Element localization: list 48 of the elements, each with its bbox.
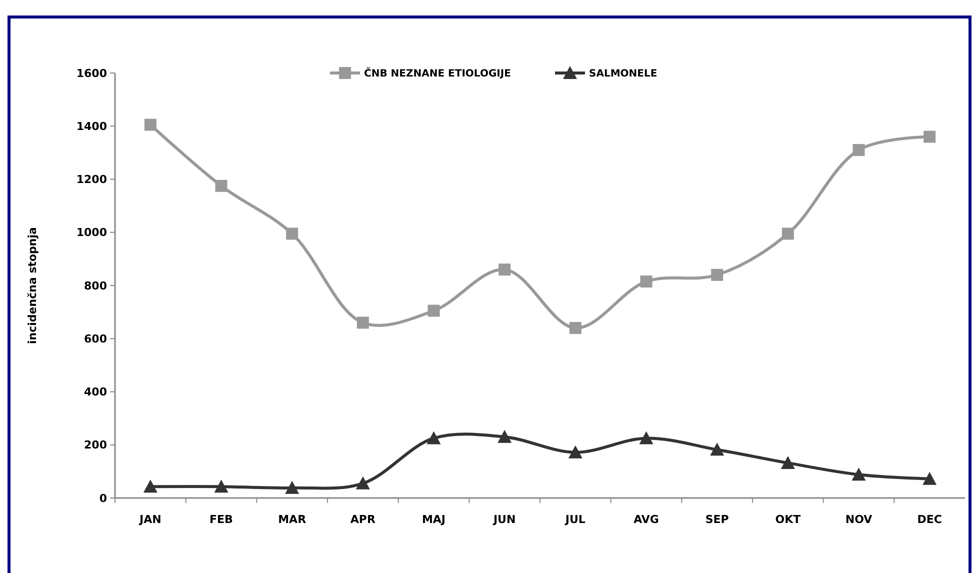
point (356, 316, 369, 329)
point (285, 480, 300, 494)
y-tick-label: 0 (99, 492, 108, 505)
point (640, 276, 652, 288)
x-tick-label: OKT (775, 513, 802, 526)
point (286, 228, 298, 240)
x-tick-label: NOV (845, 513, 873, 526)
point (356, 476, 370, 490)
x-tick-label: JUL (564, 513, 586, 526)
x-tick-label: SEP (705, 513, 729, 526)
point (498, 430, 512, 443)
point (852, 144, 865, 156)
x-tick-label: FEB (210, 513, 233, 526)
y-tick-label: 600 (84, 332, 108, 346)
point (568, 445, 582, 458)
y-tick-label: 1000 (76, 226, 108, 240)
point (639, 431, 654, 444)
x-tick-label: MAJ (422, 513, 446, 526)
x-tick-label: JAN (138, 513, 162, 526)
point (215, 180, 228, 192)
y-tick-label: 1200 (76, 173, 108, 186)
y-axis-title: incidenčna stopnja (26, 227, 39, 344)
point (782, 228, 794, 240)
legend-label: ČNB NEZNANE ETIOLOGIJE (364, 66, 512, 80)
point (428, 304, 440, 317)
point (924, 130, 936, 143)
y-tick-label: 1400 (76, 120, 108, 133)
y-tick-label: 1600 (76, 66, 108, 80)
x-tick-label: JUN (492, 513, 516, 526)
legend-label: SALMONELE (589, 68, 658, 80)
point (852, 468, 866, 481)
x-tick-label: APR (350, 513, 376, 526)
x-tick-label: AVG (634, 513, 659, 526)
point (144, 118, 156, 131)
point (711, 268, 724, 281)
y-tick-label: 200 (84, 438, 108, 452)
point (710, 442, 724, 456)
y-tick-label: 400 (84, 386, 108, 399)
point (214, 480, 228, 493)
point (922, 472, 937, 485)
point (498, 264, 511, 276)
point (569, 322, 582, 334)
point (426, 431, 441, 444)
point (143, 480, 158, 493)
point (780, 456, 795, 469)
x-tick-label: DEC (917, 513, 942, 526)
x-tick-label: MAR (278, 513, 307, 526)
y-tick-label: 800 (84, 279, 108, 292)
